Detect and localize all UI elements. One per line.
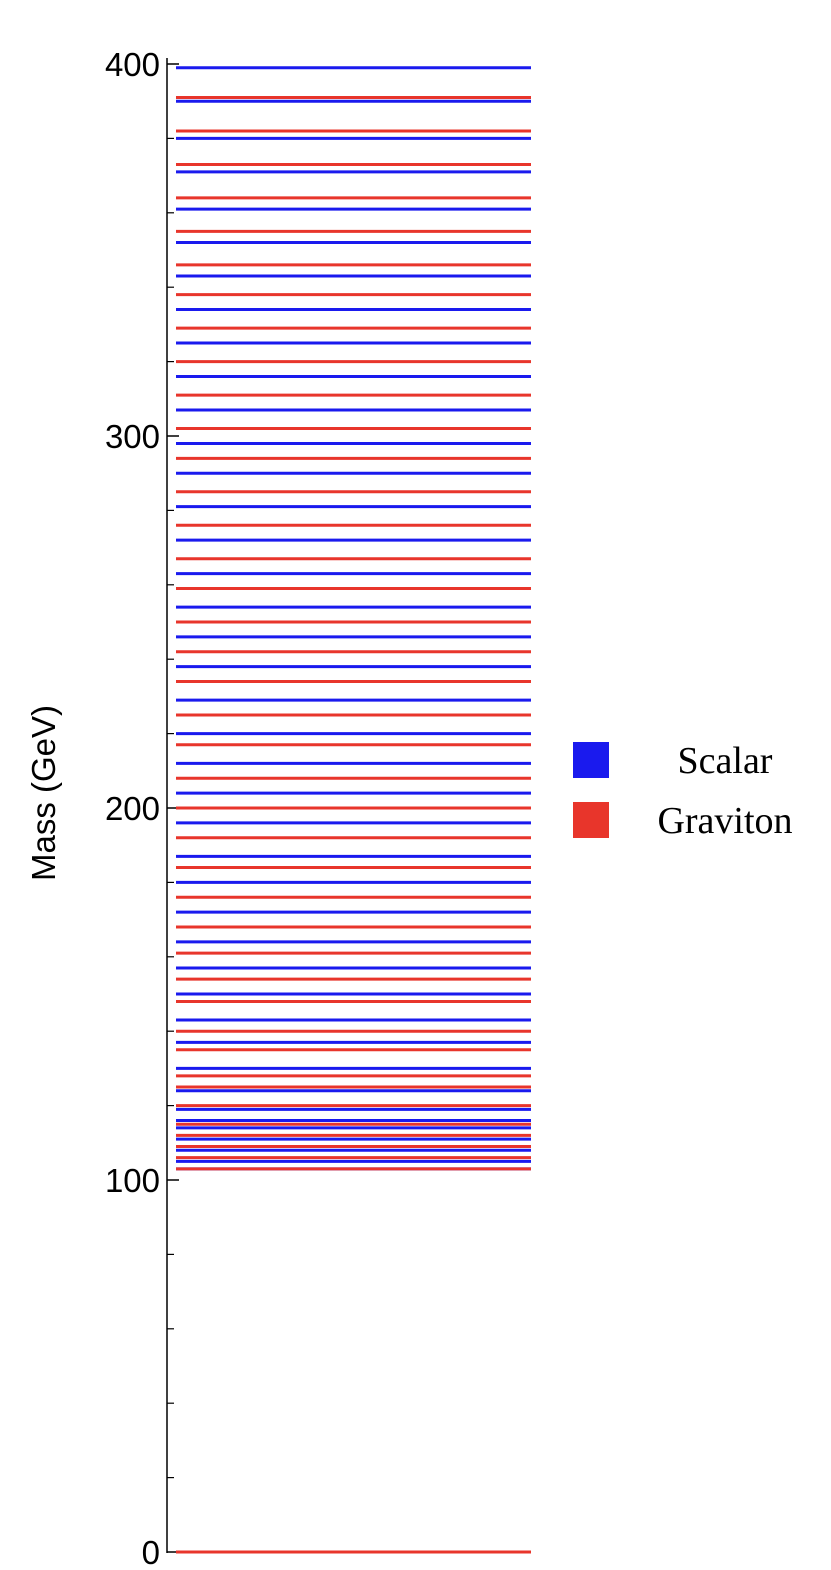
- legend-swatch-scalar: [573, 742, 609, 778]
- y-tick-label: 300: [105, 418, 160, 455]
- y-axis-title: Mass (GeV): [25, 705, 62, 881]
- y-tick-label: 200: [105, 790, 160, 827]
- legend-label-graviton: Graviton: [657, 800, 792, 842]
- y-axis-tick-labels: 0 100 200 300 400: [105, 46, 160, 1570]
- y-axis-ticks: [167, 63, 179, 1553]
- legend-swatch-graviton: [573, 802, 609, 838]
- mass-levels: [176, 66, 531, 1554]
- y-tick-label: 100: [105, 1162, 160, 1199]
- legend-label-scalar: Scalar: [678, 740, 773, 782]
- y-tick-label: 0: [142, 1534, 160, 1570]
- y-tick-label: 400: [105, 46, 160, 83]
- legend: Scalar Graviton: [573, 740, 793, 842]
